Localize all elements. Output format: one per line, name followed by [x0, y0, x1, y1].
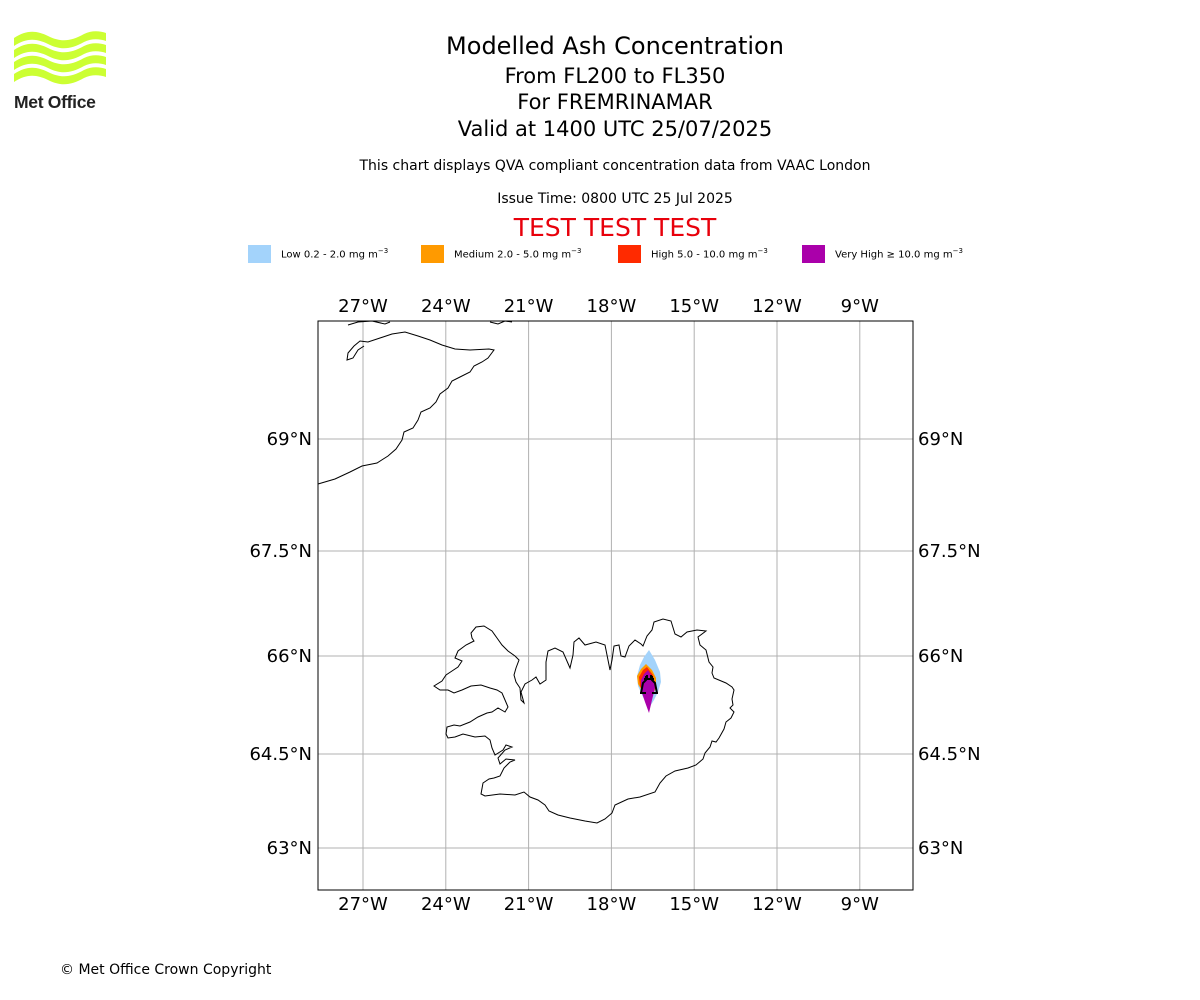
lon-tick-label-bottom: 24°W	[421, 894, 471, 915]
legend-item-medium: Medium 2.0 - 5.0 mg m−3	[421, 244, 581, 264]
lat-tick-label-left: 64.5°N	[249, 744, 312, 765]
lon-tick-label-bottom: 18°W	[587, 894, 637, 915]
legend-label-very-high: Very High ≥ 10.0 mg m−3	[835, 247, 963, 261]
logo-wave	[14, 31, 106, 49]
lat-tick-label-right: 67.5°N	[918, 541, 981, 562]
lat-tick-label-left: 67.5°N	[249, 541, 312, 562]
legend-swatch-low	[248, 245, 271, 263]
lon-tick-label-top: 15°W	[669, 296, 719, 317]
issue-time: Issue Time: 0800 UTC 25 Jul 2025	[497, 191, 733, 207]
greenland-coastline-north	[347, 320, 513, 326]
lon-tick-label-top: 12°W	[752, 296, 802, 317]
legend-item-low: Low 0.2 - 2.0 mg m−3	[248, 244, 388, 264]
lon-tick-label-top: 9°W	[841, 296, 879, 317]
legend-item-very-high: Very High ≥ 10.0 mg m−3	[802, 244, 963, 264]
lat-tick-label-right: 66°N	[918, 646, 963, 667]
lat-tick-label-right: 64.5°N	[918, 744, 981, 765]
met-office-logo: Met Office	[14, 30, 109, 115]
chart-description: This chart displays QVA compliant concen…	[359, 158, 871, 174]
lat-tick-label-right: 69°N	[918, 429, 963, 450]
legend-item-high: High 5.0 - 10.0 mg m−3	[618, 244, 768, 264]
lat-tick-label-left: 63°N	[267, 838, 312, 859]
logo-wave	[14, 67, 106, 85]
volcano-name: For FREMRINAMAR	[517, 90, 713, 114]
valid-time: Valid at 1400 UTC 25/07/2025	[457, 117, 773, 141]
met-office-wave-icon	[14, 31, 106, 85]
map-frame	[317, 320, 914, 891]
volcano-icon	[640, 675, 658, 694]
lon-tick-label-top: 27°W	[338, 296, 388, 317]
lon-tick-label-bottom: 21°W	[504, 894, 554, 915]
lat-tick-label-left: 66°N	[267, 646, 312, 667]
lat-tick-label-left: 69°N	[267, 429, 312, 450]
logo-text: Met Office	[14, 92, 96, 112]
legend-label-low: Low 0.2 - 2.0 mg m−3	[281, 247, 389, 261]
legend-label-medium: Medium 2.0 - 5.0 mg m−3	[454, 247, 582, 261]
lon-tick-label-bottom: 9°W	[841, 894, 879, 915]
test-banner: TEST TEST TEST	[513, 213, 717, 242]
legend-swatch-very-high	[802, 245, 825, 263]
lon-tick-label-bottom: 27°W	[338, 894, 388, 915]
lon-tick-label-bottom: 12°W	[752, 894, 802, 915]
lon-tick-label-top: 18°W	[587, 296, 637, 317]
legend-swatch-high	[618, 245, 641, 263]
lon-tick-label-top: 21°W	[504, 296, 554, 317]
map-gridlines	[318, 321, 913, 890]
ash-cloud	[637, 650, 661, 713]
legend-swatch-medium	[421, 245, 444, 263]
greenland-coastline	[317, 331, 495, 485]
copyright-notice: © Met Office Crown Copyright	[60, 962, 272, 978]
logo-wave	[14, 43, 106, 61]
axis-labels: 27°W 27°W 24°W 24°W 21°W 21°W 18°W 18°W 15°W 15°W…	[249, 296, 980, 915]
lat-tick-label-right: 63°N	[918, 838, 963, 859]
coastlines	[317, 320, 735, 824]
lon-tick-label-bottom: 15°W	[669, 894, 719, 915]
iceland-coastline	[433, 618, 735, 824]
logo-wave	[14, 55, 106, 73]
flight-level-range: From FL200 to FL350	[504, 64, 726, 88]
lon-tick-label-top: 24°W	[421, 296, 471, 317]
legend-label-high: High 5.0 - 10.0 mg m−3	[651, 247, 768, 261]
chart-title: Modelled Ash Concentration	[446, 32, 784, 60]
